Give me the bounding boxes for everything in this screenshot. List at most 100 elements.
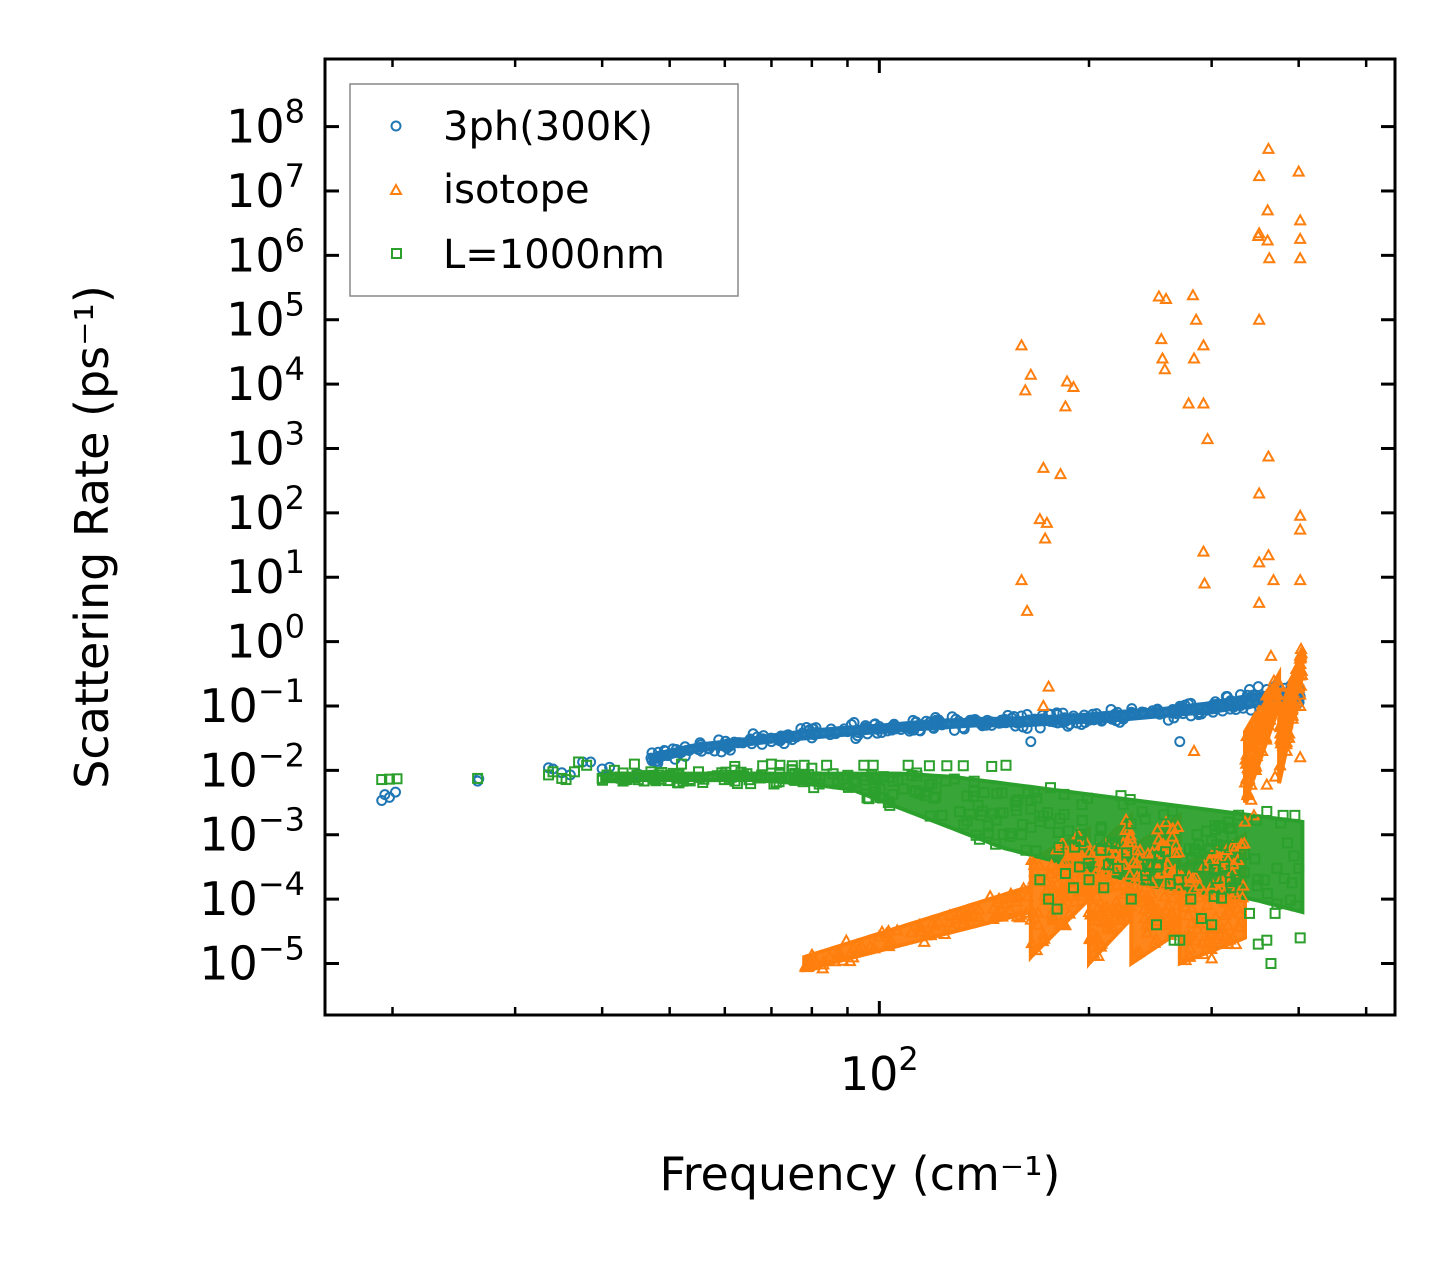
band-isotope-4-marker [1190, 922, 1205, 935]
band-isotope-1-marker [1024, 912, 1038, 925]
point-isotope [1291, 164, 1306, 177]
y-axis-label: Scattering Rate (ps⁻¹) [65, 285, 119, 789]
band-3ph-300k-marker [871, 727, 883, 739]
point-isotope [1293, 687, 1307, 700]
y-tick-label: 106 [226, 221, 305, 282]
band-isotope-2-marker [1102, 845, 1117, 858]
band-l-1000nm-marker [936, 809, 948, 821]
band-l-1000nm-marker [1166, 805, 1178, 817]
band-l-1000nm-marker [863, 793, 875, 805]
band-isotope-2-marker [1107, 912, 1122, 925]
band-isotope-1-marker [1049, 861, 1063, 874]
band-isotope-0-marker [1004, 886, 1018, 899]
band-isotope-3-marker [1147, 935, 1162, 948]
point-l-1000nm [1269, 907, 1281, 919]
band-3ph-300k-marker [1124, 708, 1136, 720]
band-l-1000nm-marker [1219, 861, 1231, 873]
band-isotope-4-marker [1188, 869, 1203, 882]
point-3ph-300k [902, 721, 914, 733]
point-3ph-300k [743, 735, 755, 747]
point-l-1000nm [996, 787, 1008, 799]
band-isotope-3-marker [1159, 815, 1173, 828]
point-l-1000nm [645, 766, 657, 778]
y-tick-labels: 10810710610510410310210110010−110−210−31… [199, 93, 305, 991]
point-3ph-300k [1051, 717, 1063, 729]
band-isotope-1-marker [1041, 890, 1056, 903]
point-l-1000nm [391, 773, 403, 785]
band-3ph-300k-marker [1243, 698, 1255, 710]
band-isotope-0-marker [836, 953, 850, 966]
band-l-1000nm-marker [1249, 853, 1261, 865]
band-isotope-2-marker [1108, 846, 1123, 859]
band-isotope-5-marker [1240, 788, 1255, 801]
band-l-1000nm-marker [743, 774, 755, 786]
point-3ph-300k [916, 719, 928, 731]
band-l-1000nm-marker [954, 806, 966, 818]
point-isotope [1268, 769, 1282, 782]
point-isotope [1020, 603, 1034, 616]
band-l-1000nm-marker [697, 776, 709, 788]
band-isotope-0-marker [846, 941, 861, 954]
band-l-1000nm-marker [997, 828, 1009, 840]
band-isotope-1-marker [1044, 858, 1059, 871]
band-3ph-300k-marker [1236, 695, 1248, 707]
band-l-1000nm-marker [972, 799, 984, 811]
band-isotope-1-marker [1079, 835, 1093, 848]
point-3ph-300k [1151, 705, 1163, 717]
band-3ph-300k-marker [703, 743, 715, 755]
point-3ph-300k [1034, 714, 1046, 726]
band-l-1000nm-marker [1275, 817, 1287, 829]
band-isotope-5-marker [1248, 710, 1262, 723]
point-l-1000nm [1051, 903, 1063, 915]
point-l-1000nm [867, 759, 879, 771]
point-isotope [1041, 679, 1056, 692]
point-isotope [1293, 698, 1307, 711]
point-l-1000nm [1016, 829, 1028, 841]
point-isotope [1152, 289, 1166, 302]
point-l-1000nm [1206, 835, 1218, 847]
band-l-1000nm-marker [884, 799, 896, 811]
band-isotope-6-marker [1276, 736, 1290, 749]
point-l-1000nm [1168, 934, 1180, 946]
legend: 3ph(300K) isotope L=1000nm [349, 83, 739, 297]
band-3ph-300k-marker [713, 734, 725, 746]
point-isotope [1033, 512, 1047, 525]
band-l-1000nm-marker [1215, 892, 1227, 904]
band-isotope-0-marker [983, 889, 997, 902]
point-l-1000nm [596, 772, 608, 784]
point-isotope [1261, 449, 1276, 462]
point-l-1000nm [547, 766, 559, 778]
band-l-1000nm-marker [1136, 806, 1148, 818]
point-isotope [1293, 231, 1307, 244]
band-isotope-6-marker [1291, 679, 1306, 692]
band-isotope-0-marker [925, 916, 939, 929]
band-isotope-5-marker [1244, 740, 1258, 753]
band-isotope-5-marker [1248, 756, 1262, 770]
point-3ph-300k [719, 740, 731, 752]
band-isotope-0-marker [943, 915, 957, 928]
band-l-1000nm-marker [1030, 845, 1042, 857]
point-l-1000nm [1206, 919, 1218, 931]
band-3ph-300k-marker [801, 722, 813, 734]
band-isotope-6-marker [1282, 730, 1296, 743]
band-isotope-0-marker [872, 929, 886, 942]
point-isotope [1252, 555, 1266, 568]
band-l-1000nm-marker [754, 772, 766, 784]
band-isotope-0-marker [1019, 905, 1034, 918]
band-l-1000nm-marker [948, 773, 960, 785]
point-3ph-300k [1138, 708, 1150, 720]
point-l-1000nm [1277, 809, 1289, 821]
band-isotope-0-marker [833, 946, 847, 960]
band-l-1000nm-marker [731, 778, 743, 790]
legend-marker-3ph [390, 120, 402, 132]
point-l-1000nm [1244, 907, 1256, 919]
point-3ph-300k [1025, 736, 1037, 748]
band-isotope-5-marker [1251, 717, 1265, 730]
band-l-1000nm-marker [1217, 840, 1229, 852]
point-isotope [1293, 522, 1307, 535]
band-l-1000nm-marker [1210, 873, 1222, 885]
band-3ph-300k-marker [882, 725, 894, 737]
band-isotope-4-marker [1210, 932, 1225, 945]
point-l-1000nm [1261, 805, 1273, 817]
band-isotope-2-marker [1111, 854, 1126, 867]
